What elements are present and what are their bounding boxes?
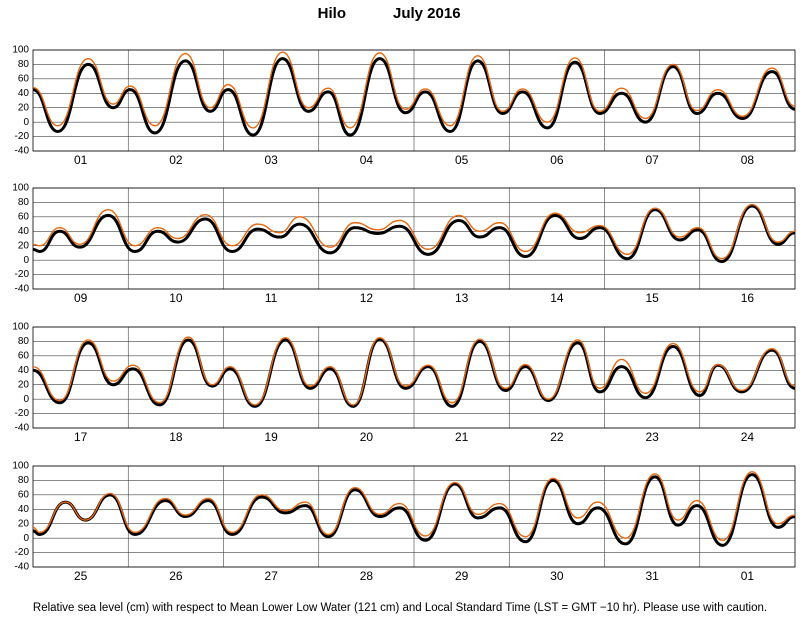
x-tick-label: 11	[265, 291, 278, 305]
y-tick-label: 60	[18, 73, 30, 84]
y-tick-label: 0	[23, 394, 29, 405]
x-tick-label: 13	[455, 291, 469, 305]
y-tick-label: 0	[23, 117, 29, 128]
y-tick-label: 0	[23, 255, 29, 266]
plot-frame	[32, 326, 796, 429]
y-tick-label: 80	[18, 197, 30, 208]
x-tick-label: 16	[741, 291, 755, 305]
x-tick-label: 17	[74, 430, 88, 444]
x-tick-label: 14	[550, 291, 564, 305]
caption: Relative sea level (cm) with respect to …	[33, 602, 767, 614]
y-tick-label: 100	[12, 45, 29, 56]
x-tick-label: 24	[741, 430, 755, 444]
x-tick-label: 29	[455, 569, 469, 583]
y-tick-label: -40	[15, 284, 30, 295]
x-tick-label: 19	[264, 430, 278, 444]
x-tick-label: 04	[360, 153, 374, 167]
tide-line	[32, 204, 796, 264]
x-tick-label: 28	[360, 569, 374, 583]
y-tick-label: 60	[18, 489, 30, 500]
y-tick-label: 20	[18, 102, 30, 113]
x-tick-label: 07	[645, 153, 659, 167]
y-tick-label: 80	[18, 475, 30, 486]
x-tick-label: 10	[169, 291, 183, 305]
y-tick-label: 20	[18, 240, 30, 251]
y-tick-label: 60	[18, 350, 30, 361]
y-tick-label: 100	[12, 461, 29, 472]
plot-frame	[32, 187, 796, 290]
x-tick-label: 06	[550, 153, 564, 167]
x-tick-label: 03	[264, 153, 278, 167]
y-tick-label: 20	[18, 379, 30, 390]
y-tick-label: 60	[18, 211, 30, 222]
y-tick-label: 40	[18, 504, 30, 515]
plot-frame	[32, 49, 796, 152]
y-tick-label: 40	[18, 226, 30, 237]
title: Hilo	[318, 5, 346, 22]
y-tick-label: -40	[15, 423, 30, 434]
y-tick-label: -40	[15, 146, 30, 157]
tide-line	[32, 471, 796, 542]
x-tick-label: 15	[645, 291, 659, 305]
y-tick-label: 100	[12, 183, 29, 194]
subtitle: July 2016	[393, 5, 461, 22]
y-tick-label: -20	[15, 131, 30, 142]
x-tick-label: 01	[741, 569, 755, 583]
tide-line	[32, 203, 796, 260]
y-tick-label: 0	[23, 533, 29, 544]
x-tick-label: 05	[455, 153, 469, 167]
tide-line	[32, 51, 796, 129]
y-tick-label: -20	[15, 547, 30, 558]
x-tick-label: 27	[264, 569, 278, 583]
y-tick-label: -40	[15, 562, 30, 573]
x-tick-label: 23	[645, 430, 659, 444]
x-tick-label: 08	[741, 153, 755, 167]
x-tick-label: 18	[169, 430, 183, 444]
tide-line	[32, 57, 796, 137]
y-tick-label: 20	[18, 518, 30, 529]
x-tick-label: 22	[550, 430, 564, 444]
x-tick-label: 12	[360, 291, 374, 305]
y-tick-label: 100	[12, 322, 29, 333]
y-tick-label: 40	[18, 88, 30, 99]
y-tick-label: -20	[15, 269, 30, 280]
x-tick-label: 01	[74, 153, 88, 167]
y-tick-label: -20	[15, 408, 30, 419]
x-tick-label: 09	[74, 291, 88, 305]
x-tick-label: 26	[169, 569, 183, 583]
x-tick-label: 02	[169, 153, 183, 167]
y-tick-label: 80	[18, 336, 30, 347]
y-tick-label: 40	[18, 365, 30, 376]
tide-line	[32, 336, 796, 406]
x-tick-label: 30	[550, 569, 564, 583]
y-tick-label: 80	[18, 59, 30, 70]
x-tick-label: 20	[360, 430, 374, 444]
x-tick-label: 21	[455, 430, 469, 444]
tide-line	[32, 473, 796, 547]
tide-line	[32, 337, 796, 408]
x-tick-label: 25	[74, 569, 88, 583]
x-tick-label: 31	[645, 569, 659, 583]
